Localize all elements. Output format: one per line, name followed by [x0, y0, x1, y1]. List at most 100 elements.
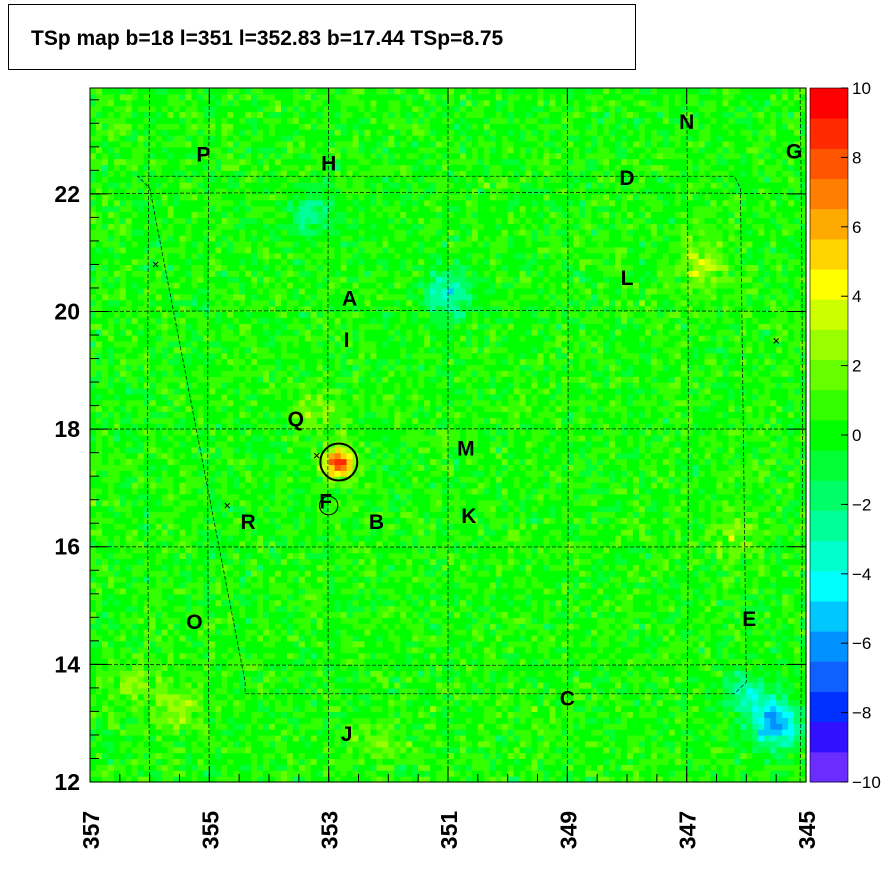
heatmap-cell	[579, 687, 586, 695]
heatmap-cell	[788, 717, 795, 724]
heatmap-cell	[650, 699, 658, 707]
heatmap-cell	[149, 646, 157, 654]
heatmap-cell	[734, 599, 741, 607]
heatmap-cell	[209, 676, 216, 683]
heatmap-cell	[627, 776, 634, 783]
heatmap-cell	[740, 593, 747, 601]
heatmap-cell	[257, 587, 264, 595]
heatmap-cell	[674, 758, 682, 765]
heatmap-cell	[573, 776, 580, 783]
heatmap-cell	[364, 582, 372, 589]
heatmap-cell	[364, 546, 372, 554]
heatmap-cell	[489, 664, 497, 671]
heatmap-cell	[567, 617, 574, 624]
heatmap-cell	[364, 682, 372, 689]
heatmap-cell	[292, 729, 300, 736]
heatmap-cell	[304, 693, 312, 701]
heatmap-cell	[644, 593, 652, 601]
heatmap-cell	[90, 699, 97, 707]
heatmap-cell	[376, 593, 383, 601]
heatmap-cell	[436, 599, 443, 607]
heatmap-cell	[251, 705, 258, 713]
heatmap-cell	[161, 729, 169, 736]
heatmap-cell	[519, 658, 527, 665]
heatmap-cell	[406, 617, 413, 624]
heatmap-cell	[764, 758, 771, 765]
heatmap-cell	[501, 534, 509, 542]
heatmap-cell	[101, 634, 109, 642]
heatmap-cell	[597, 640, 604, 648]
heatmap-cell	[627, 664, 634, 671]
heatmap-cell	[609, 770, 616, 777]
heatmap-cell	[221, 699, 228, 707]
heatmap-cell	[436, 658, 443, 665]
heatmap-cell	[233, 664, 240, 671]
heatmap-cell	[453, 711, 461, 718]
heatmap-cell	[627, 717, 634, 724]
heatmap-cell	[627, 564, 634, 571]
heatmap-cell	[107, 646, 115, 654]
heatmap-cell	[561, 729, 568, 736]
heatmap-cell	[322, 770, 330, 777]
heatmap-cell	[95, 587, 103, 595]
heatmap-cell	[483, 534, 491, 542]
heatmap-cell	[656, 540, 664, 548]
heatmap-cell	[507, 670, 515, 677]
heatmap-cell	[418, 552, 425, 560]
heatmap-cell	[394, 693, 401, 701]
heatmap-cell	[316, 740, 324, 748]
heatmap-cell	[507, 617, 515, 624]
heatmap-cell	[627, 570, 634, 577]
heatmap-cell	[215, 558, 222, 565]
heatmap-cell	[376, 740, 383, 748]
heatmap-cell	[519, 734, 527, 742]
heatmap-cell	[603, 776, 610, 783]
heatmap-cell	[776, 605, 783, 613]
heatmap-cell	[328, 758, 336, 765]
heatmap-cell	[555, 652, 562, 660]
heatmap-cell	[430, 634, 437, 642]
heatmap-cell	[274, 540, 282, 548]
heatmap-cell	[388, 540, 395, 548]
heatmap-cell	[591, 723, 598, 730]
heatmap-cell	[280, 729, 288, 736]
heatmap-cell	[615, 540, 622, 548]
heatmap-cell	[376, 758, 383, 765]
heatmap-cell	[668, 582, 676, 589]
heatmap-cell	[430, 623, 437, 630]
heatmap-cell	[131, 593, 139, 601]
heatmap-cell	[173, 558, 181, 565]
heatmap-cell	[746, 758, 753, 765]
heatmap-cell	[412, 705, 419, 713]
heatmap-cell	[788, 629, 795, 636]
heatmap-cell	[149, 776, 157, 783]
heatmap-cell	[149, 593, 157, 601]
heatmap-cell	[274, 652, 282, 660]
heatmap-cell	[680, 699, 688, 707]
heatmap-cell	[770, 617, 777, 624]
heatmap-cell	[448, 652, 455, 660]
heatmap-cell	[656, 723, 664, 730]
heatmap-cell	[531, 546, 539, 554]
heatmap-cell	[788, 664, 795, 671]
heatmap-cell	[161, 611, 169, 618]
heatmap-cell	[662, 740, 670, 748]
heatmap-cell	[656, 699, 664, 707]
heatmap-cell	[471, 599, 479, 607]
heatmap-cell	[203, 576, 210, 583]
heatmap-cell	[782, 723, 789, 730]
heatmap-cell	[191, 534, 198, 542]
heatmap-cell	[376, 582, 383, 589]
heatmap-cell	[119, 623, 127, 630]
heatmap-cell	[101, 552, 109, 560]
heatmap-cell	[788, 640, 795, 648]
heatmap-cell	[710, 634, 718, 642]
heatmap-cell	[555, 587, 562, 595]
heatmap-cell	[424, 587, 431, 595]
heatmap-cell	[280, 676, 288, 683]
heatmap-cell	[107, 593, 115, 601]
heatmap-cell	[770, 582, 777, 589]
heatmap-cell	[674, 658, 682, 665]
heatmap-cell	[263, 752, 270, 760]
heatmap-cell	[125, 646, 133, 654]
